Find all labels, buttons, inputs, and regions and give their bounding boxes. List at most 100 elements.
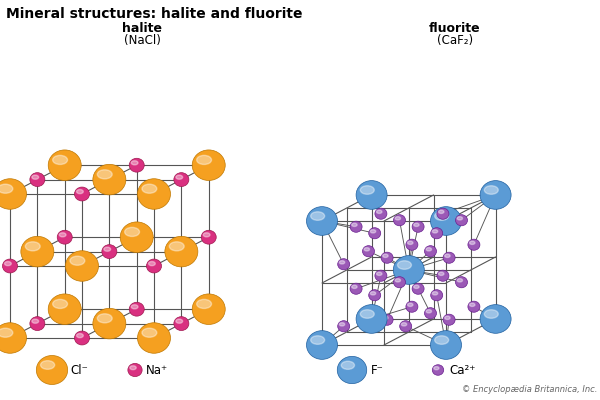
Ellipse shape bbox=[74, 331, 89, 345]
Ellipse shape bbox=[21, 236, 54, 267]
Ellipse shape bbox=[0, 184, 13, 193]
Ellipse shape bbox=[368, 290, 381, 301]
Ellipse shape bbox=[432, 365, 444, 375]
Ellipse shape bbox=[307, 207, 337, 235]
Ellipse shape bbox=[406, 239, 418, 250]
Ellipse shape bbox=[142, 184, 157, 193]
Ellipse shape bbox=[120, 222, 153, 252]
Ellipse shape bbox=[2, 259, 17, 273]
Ellipse shape bbox=[381, 252, 393, 263]
Ellipse shape bbox=[370, 230, 376, 233]
Ellipse shape bbox=[437, 270, 449, 281]
Ellipse shape bbox=[97, 314, 112, 323]
Ellipse shape bbox=[443, 252, 455, 263]
Ellipse shape bbox=[400, 259, 412, 270]
Ellipse shape bbox=[30, 173, 45, 186]
Text: © Encyclopædia Britannica, Inc.: © Encyclopædia Britannica, Inc. bbox=[461, 385, 597, 394]
Ellipse shape bbox=[431, 228, 443, 239]
Ellipse shape bbox=[340, 261, 345, 264]
Ellipse shape bbox=[70, 256, 85, 265]
Ellipse shape bbox=[484, 186, 498, 194]
Ellipse shape bbox=[445, 316, 450, 320]
Ellipse shape bbox=[201, 230, 216, 244]
Ellipse shape bbox=[437, 208, 449, 219]
Ellipse shape bbox=[129, 158, 144, 172]
Ellipse shape bbox=[130, 366, 136, 370]
Ellipse shape bbox=[131, 161, 138, 165]
Ellipse shape bbox=[128, 364, 142, 376]
Ellipse shape bbox=[407, 241, 413, 244]
Ellipse shape bbox=[362, 246, 374, 257]
Ellipse shape bbox=[406, 301, 418, 312]
Ellipse shape bbox=[484, 310, 498, 318]
Ellipse shape bbox=[383, 254, 388, 258]
Text: Na⁺: Na⁺ bbox=[146, 364, 168, 376]
Ellipse shape bbox=[311, 336, 325, 344]
Ellipse shape bbox=[431, 331, 461, 359]
Ellipse shape bbox=[352, 223, 357, 226]
Ellipse shape bbox=[165, 236, 198, 267]
Ellipse shape bbox=[0, 328, 13, 337]
Ellipse shape bbox=[341, 361, 355, 369]
Text: F⁻: F⁻ bbox=[371, 364, 384, 376]
Ellipse shape bbox=[383, 316, 388, 320]
Ellipse shape bbox=[356, 181, 387, 209]
Ellipse shape bbox=[455, 277, 467, 288]
Ellipse shape bbox=[149, 262, 155, 266]
Ellipse shape bbox=[93, 164, 126, 195]
Ellipse shape bbox=[53, 299, 68, 308]
Ellipse shape bbox=[426, 248, 431, 251]
Ellipse shape bbox=[97, 170, 112, 179]
Ellipse shape bbox=[377, 272, 382, 276]
Ellipse shape bbox=[146, 259, 161, 273]
Ellipse shape bbox=[360, 310, 374, 318]
Ellipse shape bbox=[414, 223, 419, 226]
Ellipse shape bbox=[375, 208, 387, 219]
Ellipse shape bbox=[0, 179, 26, 209]
Ellipse shape bbox=[174, 317, 189, 330]
Ellipse shape bbox=[457, 279, 463, 282]
Ellipse shape bbox=[192, 294, 225, 324]
Ellipse shape bbox=[364, 248, 370, 251]
Ellipse shape bbox=[431, 290, 443, 301]
Ellipse shape bbox=[74, 187, 89, 201]
Ellipse shape bbox=[0, 323, 26, 353]
Ellipse shape bbox=[197, 155, 212, 164]
Ellipse shape bbox=[93, 308, 126, 339]
Ellipse shape bbox=[368, 228, 381, 239]
Ellipse shape bbox=[412, 221, 424, 232]
Ellipse shape bbox=[480, 305, 511, 333]
Ellipse shape bbox=[125, 227, 140, 236]
Ellipse shape bbox=[407, 303, 413, 306]
Ellipse shape bbox=[412, 283, 424, 294]
Ellipse shape bbox=[394, 215, 406, 226]
Text: Mineral structures: halite and fluorite: Mineral structures: halite and fluorite bbox=[6, 7, 302, 21]
Ellipse shape bbox=[439, 272, 444, 276]
Ellipse shape bbox=[431, 207, 461, 235]
Ellipse shape bbox=[340, 323, 345, 326]
Ellipse shape bbox=[468, 301, 480, 312]
Ellipse shape bbox=[394, 256, 424, 284]
Ellipse shape bbox=[137, 323, 170, 353]
Text: (CaF₂): (CaF₂) bbox=[437, 34, 473, 47]
Ellipse shape bbox=[37, 356, 68, 384]
Ellipse shape bbox=[192, 150, 225, 180]
Ellipse shape bbox=[439, 210, 444, 214]
Ellipse shape bbox=[468, 239, 480, 250]
Ellipse shape bbox=[364, 310, 370, 313]
Text: (NaCl): (NaCl) bbox=[124, 34, 160, 47]
Ellipse shape bbox=[401, 323, 407, 326]
Ellipse shape bbox=[77, 334, 83, 338]
Ellipse shape bbox=[59, 233, 66, 237]
Ellipse shape bbox=[350, 283, 362, 294]
Ellipse shape bbox=[395, 217, 401, 220]
Ellipse shape bbox=[352, 285, 357, 288]
Ellipse shape bbox=[443, 314, 455, 325]
Ellipse shape bbox=[445, 254, 450, 258]
Ellipse shape bbox=[48, 150, 81, 180]
Ellipse shape bbox=[104, 247, 110, 251]
Ellipse shape bbox=[131, 305, 138, 309]
Ellipse shape bbox=[203, 233, 210, 237]
Ellipse shape bbox=[338, 259, 350, 270]
Ellipse shape bbox=[311, 212, 325, 220]
